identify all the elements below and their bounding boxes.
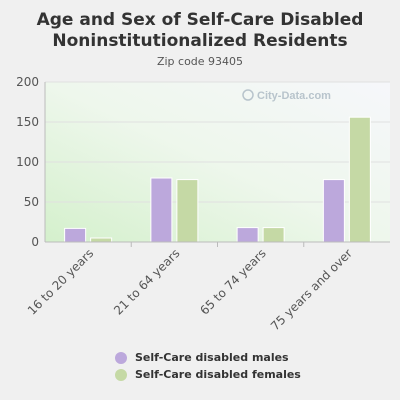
x-tick-label: 21 to 64 years — [111, 246, 182, 317]
bar-females — [262, 227, 285, 243]
y-tick-label: 100 — [16, 155, 39, 169]
watermark-text: City-Data.com — [257, 90, 331, 102]
y-tick-label: 150 — [16, 115, 39, 129]
legend-swatch-females — [115, 368, 127, 381]
legend-item-males: Self-Care disabled males — [115, 349, 301, 366]
chart-subtitle: Zip code 93405 — [156, 55, 244, 68]
bar-males — [236, 227, 259, 243]
legend-label-males: Self-Care disabled males — [135, 351, 289, 364]
bar-females — [90, 237, 113, 243]
bar-females — [348, 116, 371, 243]
bar-males — [322, 179, 345, 243]
chart-title-line-2: Noninstitutionalized Residents — [52, 31, 348, 51]
legend-item-females: Self-Care disabled females — [115, 366, 301, 383]
legend: Self-Care disabled males Self-Care disab… — [115, 349, 301, 383]
bar-females — [176, 179, 199, 243]
bars — [64, 116, 371, 243]
y-tick-label: 50 — [24, 195, 39, 209]
watermark: City-Data.com — [242, 89, 331, 102]
legend-swatch-males — [115, 351, 127, 364]
y-tick-label: 200 — [16, 75, 39, 89]
bar-males — [150, 177, 173, 243]
y-tick-label: 0 — [31, 235, 39, 249]
axes — [44, 82, 390, 247]
x-tick-label: 16 to 20 years — [25, 246, 96, 317]
x-tick-label: 75 years and over — [268, 246, 355, 333]
chart-title-line-1: Age and Sex of Self-Care Disabled — [36, 10, 364, 30]
x-tick-label: 65 to 74 years — [197, 246, 268, 317]
magnifier-icon — [242, 89, 254, 101]
chart-title: Age and Sex of Self-Care Disabled Nonins… — [0, 10, 400, 52]
legend-label-females: Self-Care disabled females — [135, 368, 301, 381]
bar-males — [64, 227, 87, 243]
